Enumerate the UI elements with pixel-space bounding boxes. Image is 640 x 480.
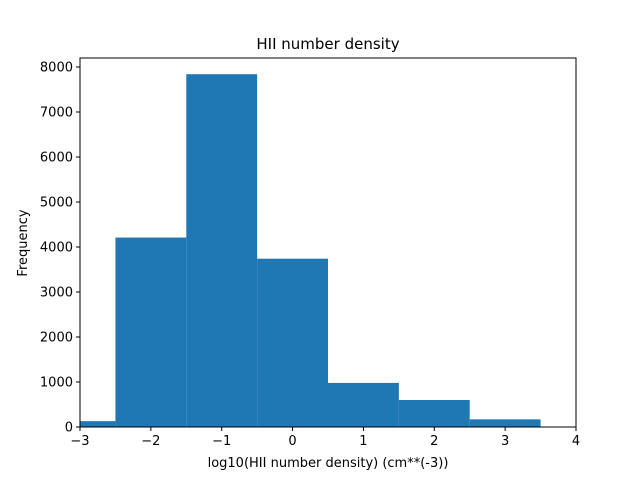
histogram-bar-0: [80, 421, 116, 427]
x-tick-label-7: 4: [572, 434, 580, 449]
y-axis-label: Frequency: [16, 209, 31, 276]
y-tick-label-0: 0: [65, 421, 73, 436]
x-tick-label-5: 2: [430, 434, 438, 449]
y-tick-label-4: 4000: [40, 241, 73, 256]
histogram-bar-6: [469, 419, 541, 427]
histogram-bar-4: [328, 382, 399, 427]
histogram-bar-1: [115, 237, 187, 427]
x-axis-ticks: −3 −2 −1 0 1 2 3 4: [70, 427, 580, 449]
y-tick-label-1: 1000: [40, 376, 73, 391]
y-tick-label-3: 3000: [40, 286, 73, 301]
histogram-bar-3: [257, 258, 328, 427]
y-tick-label-8: 8000: [40, 61, 73, 76]
x-tick-label-6: 3: [501, 434, 509, 449]
x-tick-label-0: −3: [70, 434, 89, 449]
x-tick-label-3: 0: [288, 434, 296, 449]
x-tick-label-4: 1: [359, 434, 367, 449]
x-axis-label: log10(HII number density) (cm**(-3)): [208, 456, 449, 471]
y-tick-label-6: 6000: [40, 151, 73, 166]
chart-title: HII number density: [256, 35, 399, 53]
y-tick-label-7: 7000: [40, 106, 73, 121]
histogram-bar-2: [186, 74, 258, 427]
histogram-bars: [80, 74, 541, 427]
x-tick-label-2: −1: [212, 434, 231, 449]
histogram-bar-5: [398, 400, 470, 427]
y-axis-ticks: 0 1000 2000 3000 4000 5000 6000 7000 8000: [40, 61, 80, 436]
plot-frame: [79, 57, 577, 428]
x-tick-label-1: −2: [141, 434, 160, 449]
y-tick-label-2: 2000: [40, 331, 73, 346]
y-tick-label-5: 5000: [40, 196, 73, 211]
